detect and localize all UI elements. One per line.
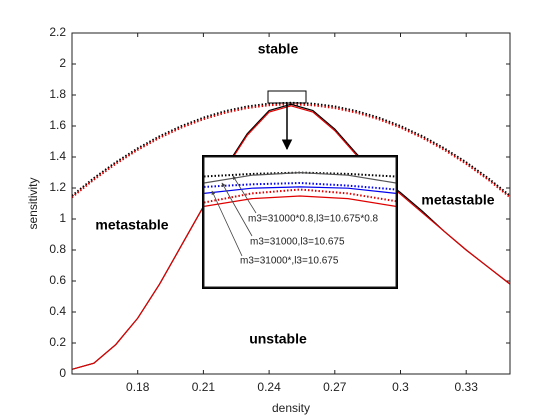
y-tick-label: 1 <box>59 211 66 225</box>
x-axis-label: density <box>272 401 310 415</box>
annotation: metastable <box>95 217 168 233</box>
y-tick-label: 0.6 <box>49 273 66 287</box>
annotation: m3=31000*0.8,l3=10.675*0.8 <box>248 214 379 225</box>
series-line <box>204 195 396 207</box>
series-line <box>72 105 510 370</box>
series-line <box>204 181 396 191</box>
y-tick-label: 1.2 <box>49 180 66 194</box>
y-tick-label: 0 <box>59 366 66 380</box>
series-line <box>204 171 396 178</box>
annotation: metastable <box>421 192 494 208</box>
axes-box <box>203 156 397 288</box>
x-tick-label: 0.24 <box>257 380 281 394</box>
y-axis-label: sensitivity <box>26 177 40 229</box>
annotation: m3=31000*,l3=10.675 <box>240 256 339 267</box>
x-tick-label: 0.18 <box>126 380 150 394</box>
axes-box <box>71 32 511 375</box>
y-tick-label: 1.6 <box>49 118 66 132</box>
main-plot: 0 0.2 0.4 0.6 0.8 1 1.2 1.4 1.6 1.8 2 2.2 0.18 0.21 0.… <box>26 25 511 415</box>
y-tick-label: 2 <box>59 56 66 70</box>
x-tick-label: 0.3 <box>392 380 409 394</box>
inset-arrows <box>211 175 257 257</box>
series-line <box>204 188 396 204</box>
inset-plot: m3=31000*0.8,l3=10.675*0.8 m3=31000,l3=10… <box>203 156 397 288</box>
annotation: m3=31000,l3=10.675 <box>250 237 345 248</box>
y-tick-label: 2.2 <box>49 25 66 39</box>
note-arrow <box>232 175 257 214</box>
x-tick-label: 0.33 <box>455 380 479 394</box>
x-tick-label: 0.21 <box>192 380 216 394</box>
annotation: unstable <box>249 331 307 347</box>
y-tick-label: 1.4 <box>49 149 66 163</box>
y-tick-label: 0.8 <box>49 242 66 256</box>
y-tick-label: 0.4 <box>49 304 66 318</box>
y-tick-label: 0.2 <box>49 335 66 349</box>
annotation: stable <box>258 41 299 57</box>
y-tick-label: 1.8 <box>49 87 66 101</box>
x-tick-label: 0.27 <box>323 380 347 394</box>
note-arrow <box>211 190 243 257</box>
note-arrow <box>221 182 253 237</box>
series-line <box>204 186 396 194</box>
